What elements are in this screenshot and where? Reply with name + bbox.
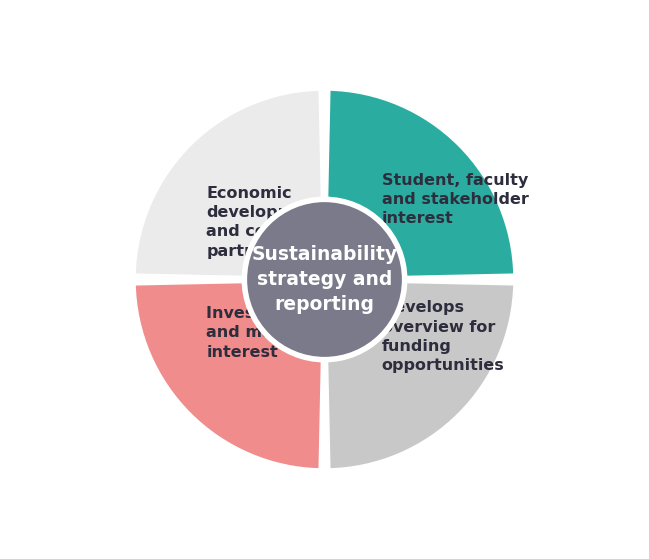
Text: Economic
development
and corporate
partners: Economic development and corporate partn…: [206, 186, 334, 259]
Text: Student, faculty
and stakeholder
interest: Student, faculty and stakeholder interes…: [382, 173, 529, 226]
Text: Develops
overview for
funding
opportunities: Develops overview for funding opportunit…: [382, 300, 504, 373]
Text: Investor outreach
and market
interest: Investor outreach and market interest: [206, 306, 367, 359]
Wedge shape: [134, 281, 323, 470]
Wedge shape: [134, 89, 323, 278]
Wedge shape: [326, 281, 515, 470]
Text: Sustainability
strategy and
reporting: Sustainability strategy and reporting: [251, 245, 398, 314]
Circle shape: [244, 200, 405, 359]
Wedge shape: [326, 89, 515, 278]
